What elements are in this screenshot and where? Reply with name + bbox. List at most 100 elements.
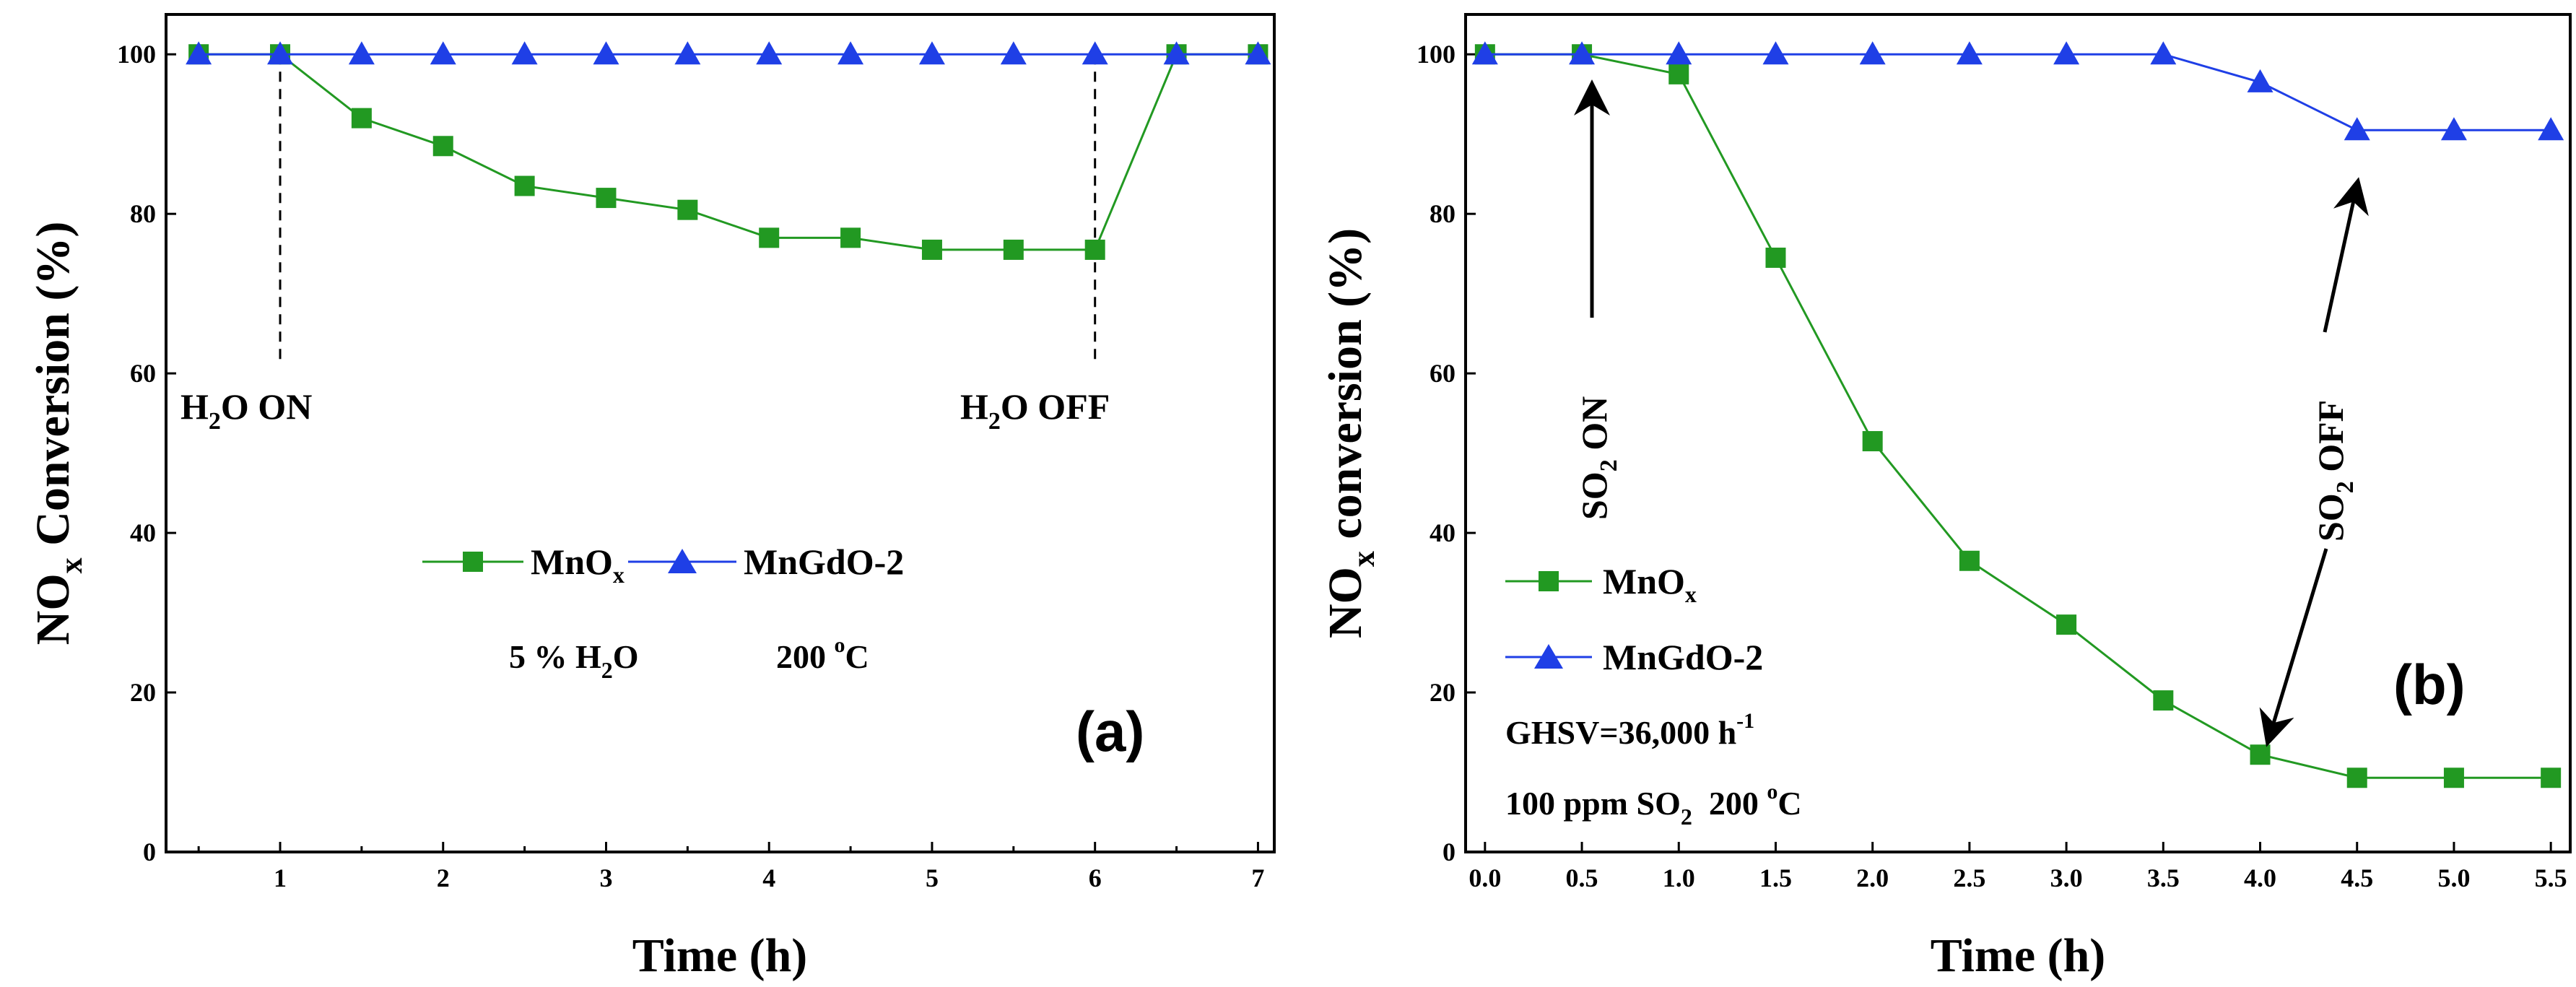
panel-b-mnox-point xyxy=(2541,768,2562,788)
panel-b-ytick-label: 20 xyxy=(1430,678,1455,707)
panel-a-ytick-label: 60 xyxy=(130,359,156,388)
panel-a-mngdo-point xyxy=(511,41,538,65)
panel-a-ytick-label: 100 xyxy=(117,40,156,69)
panel-b-xtick-label: 3.0 xyxy=(2050,864,2083,892)
panel-b-mngdo-line xyxy=(1484,53,2551,131)
panel-a-conditions-temp: 200 oC xyxy=(776,633,869,675)
panel-a-mnox-line xyxy=(199,53,1258,251)
panel-b-so2-off-arrow-up xyxy=(2323,177,2369,333)
panel-a-xtick-label: 4 xyxy=(762,864,775,892)
panel-b-xtick-label: 4.5 xyxy=(2341,864,2373,892)
panel-b-mngdo-point xyxy=(2150,41,2177,65)
panel-b-xtick-label: 2.5 xyxy=(1953,864,1985,892)
panel-b-xtick-label: 1.5 xyxy=(1759,864,1792,892)
panel-b-xtick-label: 5.0 xyxy=(2437,864,2470,892)
panel-b-so2-on-label: SO2 ON xyxy=(1574,396,1622,520)
legend-b-mngdo-label: MnGdO-2 xyxy=(1603,637,1763,677)
panel-b-mngdo-point xyxy=(1956,41,1983,65)
panel-b-mnox-point xyxy=(2056,614,2077,635)
panel-b-frame xyxy=(1464,13,2572,853)
panel-b-mnox-line xyxy=(1484,53,2551,779)
panel-a-ytick-label: 0 xyxy=(143,838,156,866)
panel-a-mngdo-point xyxy=(756,41,783,65)
panel-b-legend: MnOx MnGdO-2 xyxy=(1505,561,1763,677)
panel-a-mnox-point xyxy=(759,227,780,248)
panel-b-mnox-point xyxy=(1959,550,1980,571)
panel-b-mngdo-point xyxy=(2538,117,2564,141)
panel-b-xtick-label: 4.0 xyxy=(2244,864,2276,892)
panel-a-xtick-label: 6 xyxy=(1089,864,1102,892)
panel-b-mngdo-point xyxy=(2344,117,2370,141)
panel-b-mnox-point xyxy=(1765,247,1786,268)
panel-b: 0 20 40 60 80 100 0.0 0.5 1.0 1.5 2.0 2.5 3.0 3.5 4.0 4… xyxy=(1319,13,2572,982)
panel-a-ytick-label: 40 xyxy=(130,518,156,547)
panel-a-mnox-point xyxy=(1084,239,1105,260)
legend-mnox-entry: MnOx xyxy=(422,542,625,588)
panel-a-xtick-label: 1 xyxy=(274,864,287,892)
panel-b-ytick-label: 80 xyxy=(1430,199,1455,228)
panel-b-so2-off-arrow-down xyxy=(2259,548,2328,747)
panel-a-mngdo-point xyxy=(918,41,945,65)
panel-b-ticks: 0 20 40 60 80 100 0.0 0.5 1.0 1.5 2.0 2.5 3.0 3.5 4.0 4… xyxy=(1417,40,2567,892)
panel-b-xtick-label: 3.5 xyxy=(2147,864,2180,892)
panel-a-mnox-point xyxy=(351,108,372,129)
panel-b-xtick-label: 0.5 xyxy=(1566,864,1598,892)
panel-b-ytick-label: 60 xyxy=(1430,359,1455,388)
panel-a-ytick-label: 20 xyxy=(130,678,156,707)
panel-b-mnox-point xyxy=(2153,690,2174,711)
legend-mnox-label: MnOx xyxy=(531,542,625,588)
legend-mngdo-entry: MnGdO-2 xyxy=(628,542,904,582)
panel-a-mngdo-point xyxy=(593,41,619,65)
panel-b-mngdo-point xyxy=(2440,117,2467,141)
panel-a-ticks: 0 20 40 60 80 100 1 2 3 4 5 6 7 xyxy=(117,40,1264,892)
panel-b-mngdo-point xyxy=(2053,41,2080,65)
panel-a-mnox-point xyxy=(596,188,617,209)
panel-a-mngdo-point xyxy=(1245,41,1271,65)
panel-a-xtick-label: 5 xyxy=(926,864,939,892)
panel-b-mngdo-point xyxy=(2247,69,2273,92)
panel-a-mngdo-point xyxy=(837,41,864,65)
panel-b-so2-off-label: SO2 OFF xyxy=(2310,400,2359,542)
panel-b-conditions-ghsv: GHSV=36,000 h-1 xyxy=(1505,709,1754,751)
panel-b-mngdo-point xyxy=(1859,41,1886,65)
legend-b-mngdo-entry: MnGdO-2 xyxy=(1505,637,1763,677)
panel-a-mnox-point xyxy=(1003,239,1024,260)
panel-a-mnox-point xyxy=(677,199,698,220)
panel-a-xtick-label: 2 xyxy=(437,864,450,892)
panel-b-mnox-point xyxy=(2346,768,2367,788)
panel-b-mnox-point xyxy=(1862,431,1883,452)
panel-a-xtick-label: 7 xyxy=(1251,864,1264,892)
panel-a-mngdo-point xyxy=(267,41,294,65)
legend-mngdo-label: MnGdO-2 xyxy=(744,542,904,582)
panel-b-ylabel: NOx conversion (%) xyxy=(1319,228,1381,638)
panel-b-mnox-point xyxy=(2250,744,2271,765)
panel-a-mngdo-point xyxy=(1163,41,1190,65)
panel-b-ytick-label: 100 xyxy=(1417,40,1455,69)
legend-b-mngdo-marker xyxy=(1534,644,1563,669)
panel-a-ytick-label: 80 xyxy=(130,199,156,228)
panel-b-mnox-point xyxy=(2443,768,2464,788)
panel-a-series xyxy=(186,41,1271,260)
panel-a-frame xyxy=(165,13,1276,853)
panel-a-mngdo-point xyxy=(1082,41,1108,65)
panel-a-ylabel: NOx Conversion (%) xyxy=(27,222,89,645)
legend-b-mnox-marker xyxy=(1539,571,1559,591)
panel-b-mngdo-point xyxy=(1471,41,1498,65)
panel-b-ytick-label: 0 xyxy=(1443,838,1455,866)
panel-a-xtick-label: 3 xyxy=(599,864,612,892)
panel-b-letter: (b) xyxy=(2393,653,2466,716)
panel-b-xtick-label: 1.0 xyxy=(1663,864,1695,892)
panel-b-xtick-label: 5.5 xyxy=(2535,864,2567,892)
panel-a-mnox-point xyxy=(840,227,861,248)
panel-a-mngdo-point xyxy=(674,41,701,65)
panel-b-mnox-point xyxy=(1668,64,1689,84)
panel-a-water-off-label: H2O OFF xyxy=(960,386,1110,435)
panel-b-xlabel: Time (h) xyxy=(1931,929,2106,982)
panel-b-xtick-label: 2.0 xyxy=(1856,864,1889,892)
legend-mnox-marker xyxy=(463,552,483,572)
legend-mngdo-marker xyxy=(668,549,697,573)
panel-a-mnox-point xyxy=(514,175,535,196)
legend-b-mnox-label: MnOx xyxy=(1603,561,1697,607)
panel-a-mngdo-point xyxy=(348,41,375,65)
